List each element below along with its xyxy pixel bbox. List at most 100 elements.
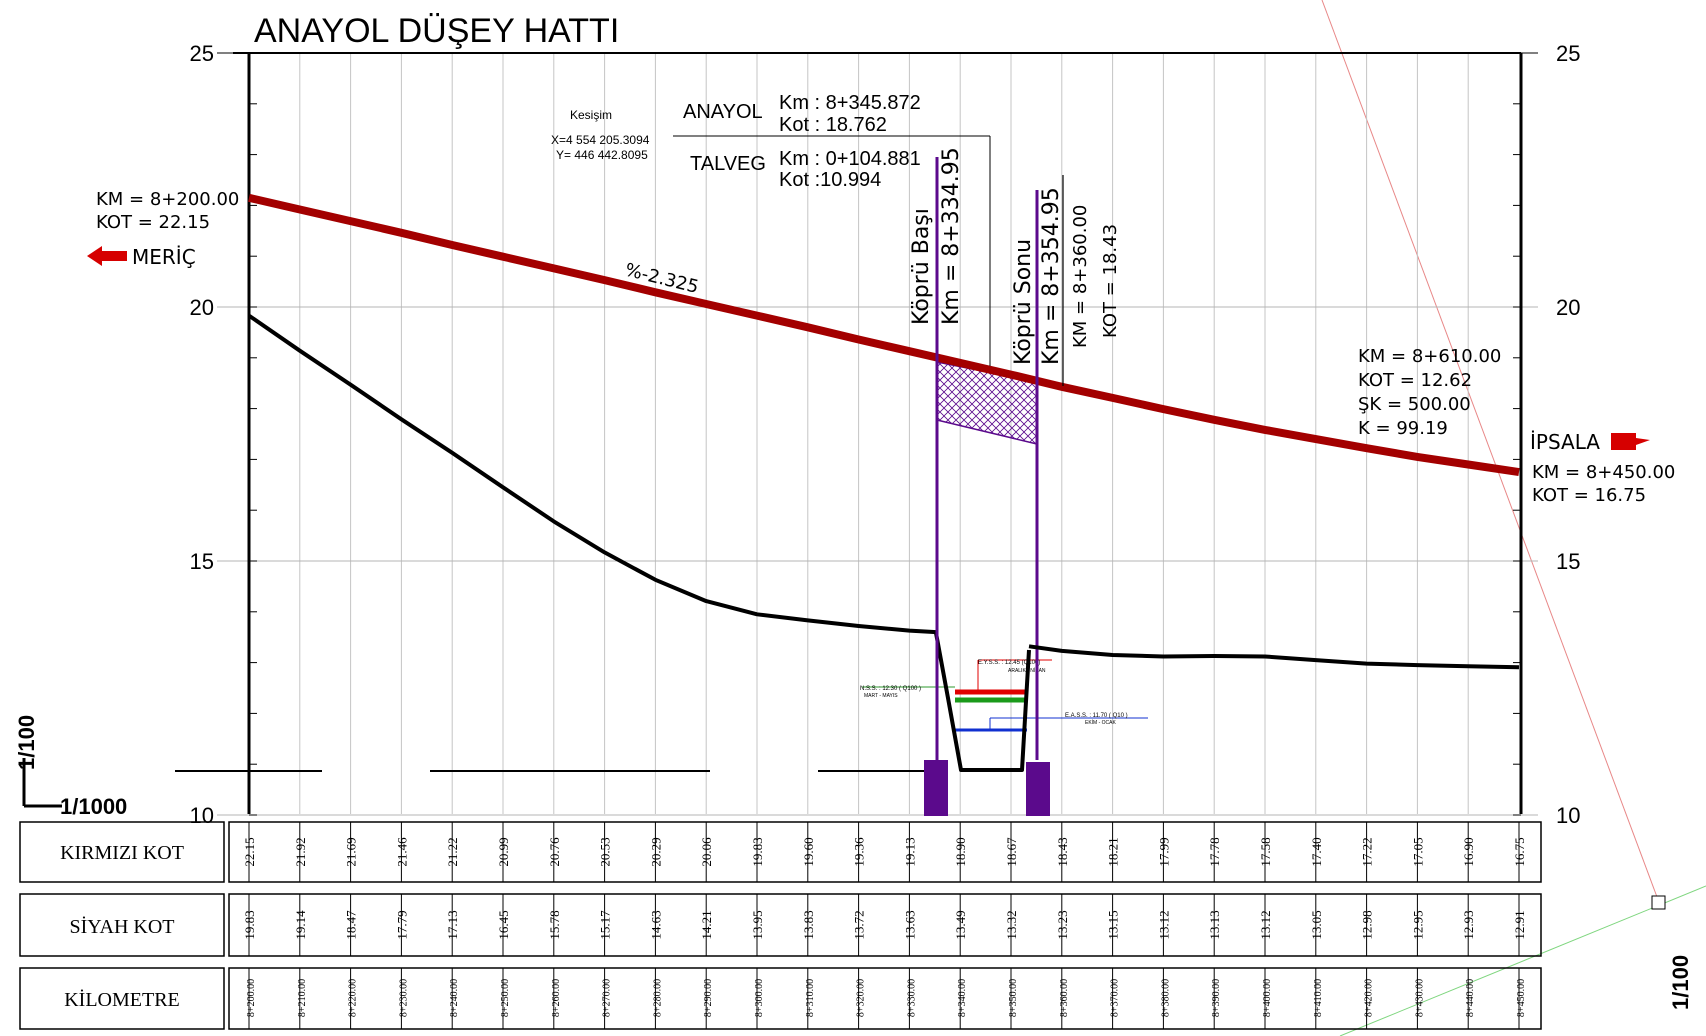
low-water-sub: EKİM - OCAK <box>1085 719 1117 726</box>
talveg-name: TALVEG <box>690 153 766 175</box>
grid <box>217 52 1538 816</box>
ground-profile-line <box>247 313 937 635</box>
table-cell-kirmizi: 17.40 <box>1309 837 1324 866</box>
table-cell-siyah: 14.21 <box>699 910 714 939</box>
table-cell-kirmizi: 21.22 <box>445 837 460 866</box>
table-cell-km: 8+240.00 <box>449 979 460 1017</box>
elevation-label-right: 20 <box>1556 295 1580 320</box>
table-cell-kirmizi: 21.69 <box>344 837 359 866</box>
label-box-kirmizi <box>19 821 225 883</box>
bridge-start-pier <box>924 760 948 816</box>
table-cell-kirmizi: 22.15 <box>242 837 257 866</box>
table-cell-siyah: 15.17 <box>598 910 613 940</box>
anayol-kot: Kot : 18.762 <box>779 114 887 136</box>
high-water-label: E.Y.S.S. : 12.45 (Q100) <box>978 660 1040 666</box>
elevation-label-left: 25 <box>190 41 214 66</box>
table-cell-siyah: 13.49 <box>953 910 968 939</box>
data-box-siyah <box>228 893 1542 957</box>
table-cell-km: 8+350.00 <box>1008 979 1019 1017</box>
elevation-axis: 25 25 20 20 15 15 10 10 <box>190 41 1581 828</box>
table-cell-km: 8+330.00 <box>906 979 917 1017</box>
table-cell-km: 8+320.00 <box>856 979 867 1017</box>
scale-vertical-right: 1/100 <box>1668 955 1693 1010</box>
ground-profile-line-east <box>1028 644 1520 670</box>
table-cell-kirmizi: 18.90 <box>953 837 968 866</box>
start-kot: KOT = 22.15 <box>96 212 210 233</box>
table-cell-km: 8+440.00 <box>1465 979 1476 1017</box>
table-cell-kirmizi: 19.36 <box>852 837 867 867</box>
table-cell-km: 8+430.00 <box>1414 979 1425 1017</box>
reference-node <box>1651 895 1666 910</box>
table-cell-km: 8+280.00 <box>652 979 663 1017</box>
design-grade-line <box>248 193 1520 477</box>
talveg-kot: Kot :10.994 <box>779 169 881 191</box>
table-cell-kirmizi: 17.05 <box>1410 837 1425 866</box>
scale-indicator: 1/100 1/1000 1/100 <box>14 715 1693 1010</box>
table-cell-siyah: 13.05 <box>1309 910 1324 939</box>
table-cell-siyah: 16.45 <box>496 910 511 939</box>
design-water-sub: MART - MAYIS <box>864 693 898 699</box>
curve-sk: ŞK = 500.00 <box>1358 394 1471 415</box>
table-cell-kirmizi: 18.43 <box>1055 837 1070 866</box>
table-cell-siyah: 12.98 <box>1360 910 1375 939</box>
table-cell-kirmizi: 19.13 <box>902 837 917 866</box>
label-box-km <box>19 967 225 1030</box>
bridge-end-pier <box>1026 762 1050 816</box>
table-cell-siyah: 13.72 <box>852 910 867 939</box>
elevation-label-left: 10 <box>190 803 214 828</box>
table-values: 22.15 21.92 21.69 21.46 21.22 20.99 20.76 20.53… <box>242 822 1527 1029</box>
section-kot: KOT = 18.43 <box>1100 224 1121 338</box>
table-cell-km: 8+220.00 <box>348 979 359 1017</box>
profile-table: KIRMIZI KOT SİYAH KOT KİLOMETRE 22.15 21.… <box>19 821 1542 1030</box>
curve-kot: KOT = 12.62 <box>1358 370 1472 391</box>
table-cell-km: 8+210.00 <box>297 979 308 1017</box>
elevation-label-right: 15 <box>1556 549 1580 574</box>
table-cell-siyah: 12.95 <box>1410 910 1425 939</box>
curve-k: K = 99.19 <box>1358 418 1448 439</box>
table-cell-kirmizi: 21.92 <box>293 837 308 866</box>
table-cell-kirmizi: 19.60 <box>801 837 816 866</box>
data-box-km <box>228 967 1542 1030</box>
table-cell-kirmizi: 18.67 <box>1004 837 1019 867</box>
table-cell-kirmizi: 19.83 <box>750 837 765 866</box>
table-cell-siyah: 13.95 <box>750 910 765 939</box>
table-cell-siyah: 13.13 <box>1207 910 1222 939</box>
bridge-end-km: Km = 8+354.95 <box>1039 187 1064 365</box>
channel-profile <box>934 632 1031 772</box>
table-cell-siyah: 19.14 <box>293 910 308 940</box>
anayol-name: ANAYOL <box>683 101 763 123</box>
table-cell-km: 8+300.00 <box>754 979 765 1017</box>
table-cell-kirmizi: 17.99 <box>1156 837 1171 866</box>
row-label-kirmizi: KIRMIZI KOT <box>60 842 184 864</box>
table-cell-km: 8+200.00 <box>246 979 257 1017</box>
table-cell-kirmizi: 17.22 <box>1360 837 1375 866</box>
row-label-siyah: SİYAH KOT <box>70 915 175 938</box>
table-cell-siyah: 12.93 <box>1461 910 1476 939</box>
elevation-label-left: 15 <box>190 549 214 574</box>
talveg-km: Km : 0+104.881 <box>779 148 921 170</box>
bridge-end-label: Köprü Sonu <box>1011 239 1036 365</box>
table-cell-siyah: 13.15 <box>1106 910 1121 939</box>
scale-vertical: 1/100 <box>14 715 39 770</box>
start-km: KM = 8+200.00 <box>96 189 239 210</box>
label-box-siyah <box>19 893 225 957</box>
table-cell-km: 8+450.00 <box>1516 979 1527 1017</box>
table-cell-kirmizi: 20.99 <box>496 837 511 866</box>
elevation-label-left: 20 <box>190 295 214 320</box>
table-cell-kirmizi: 20.53 <box>598 837 613 866</box>
curve-km: KM = 8+610.00 <box>1358 346 1501 367</box>
data-box-kirmizi <box>228 821 1542 883</box>
table-cell-kirmizi: 16.90 <box>1461 837 1476 866</box>
table-cell-km: 8+310.00 <box>805 979 816 1017</box>
table-cell-siyah: 13.12 <box>1258 910 1273 939</box>
table-cell-siyah: 12.91 <box>1512 910 1527 939</box>
table-cell-siyah: 18.47 <box>344 910 359 940</box>
table-cell-km: 8+400.00 <box>1262 979 1273 1017</box>
end-km: KM = 8+450.00 <box>1532 462 1675 483</box>
table-cell-siyah: 19.83 <box>242 910 257 939</box>
table-cell-km: 8+410.00 <box>1313 979 1324 1017</box>
table-cell-km: 8+260.00 <box>551 979 562 1017</box>
table-cell-km: 8+340.00 <box>957 979 968 1017</box>
low-water-label: E.A.S.S. : 11.70 ( Q10 ) <box>1065 713 1128 719</box>
